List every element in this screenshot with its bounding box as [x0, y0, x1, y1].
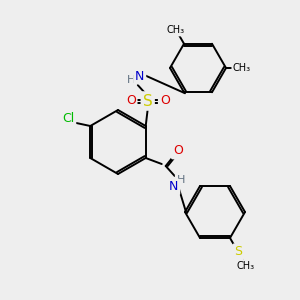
Text: S: S	[143, 94, 153, 109]
Text: O: O	[160, 94, 170, 107]
Text: CH₃: CH₃	[237, 261, 255, 271]
Text: CH₃: CH₃	[233, 63, 251, 73]
Text: O: O	[173, 145, 183, 158]
Text: S: S	[234, 245, 242, 258]
Text: N: N	[135, 70, 144, 83]
Text: CH₃: CH₃	[167, 25, 185, 35]
Text: N: N	[169, 181, 178, 194]
Text: O: O	[126, 94, 136, 107]
Text: H: H	[176, 175, 185, 185]
Text: Cl: Cl	[62, 112, 74, 125]
Text: H: H	[127, 75, 135, 85]
